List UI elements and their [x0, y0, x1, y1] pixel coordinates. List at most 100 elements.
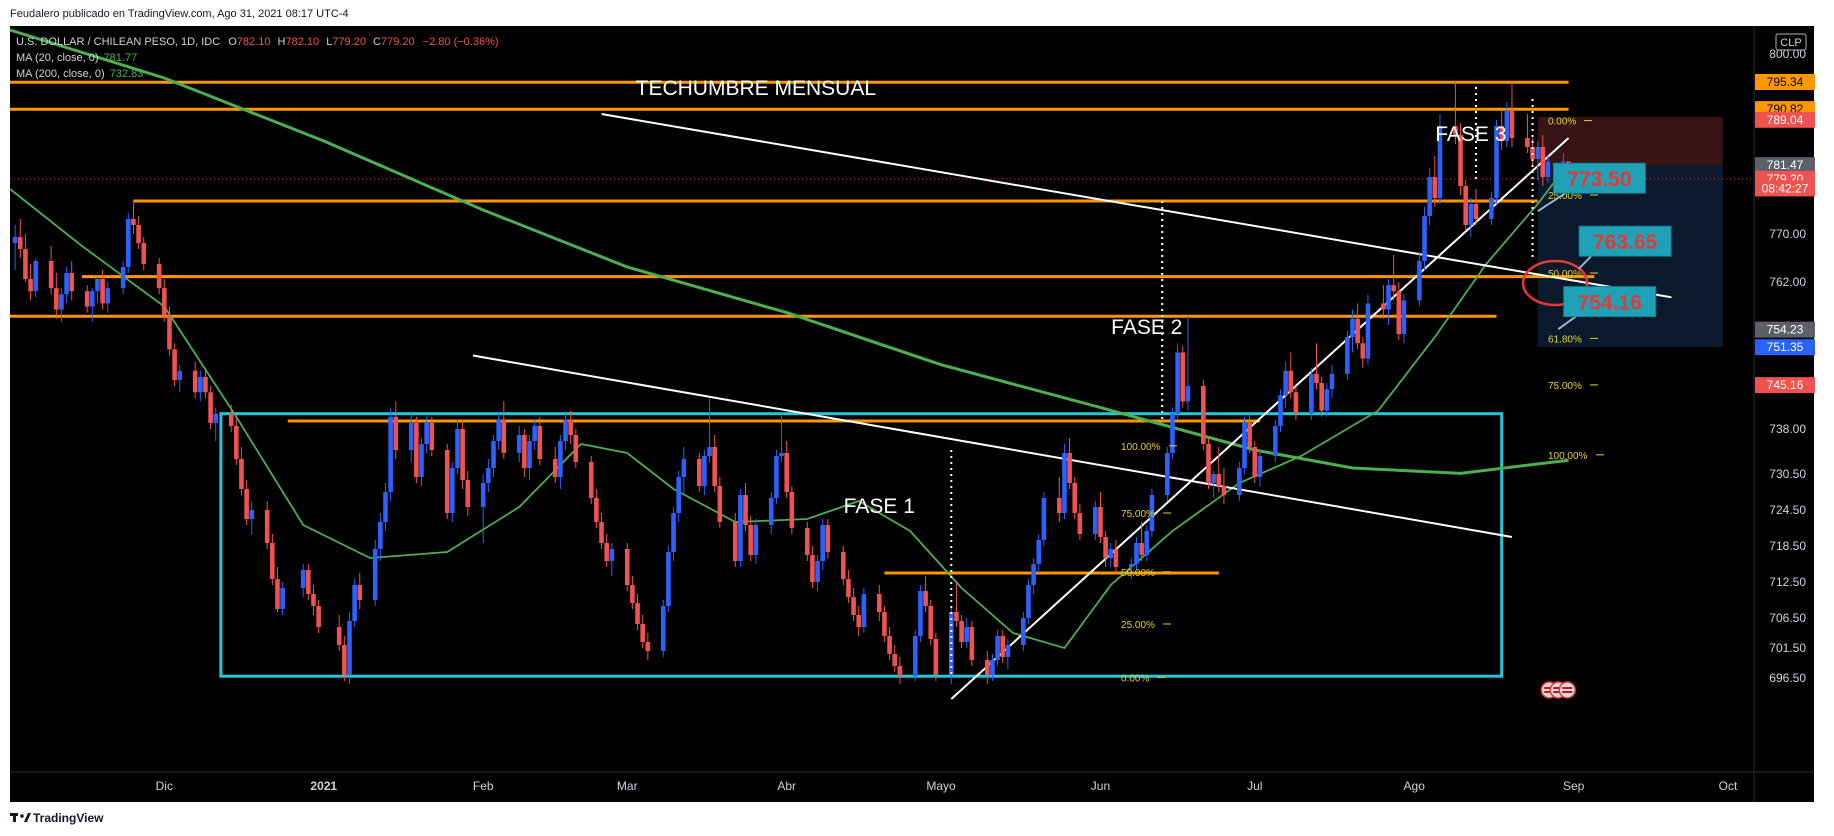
trendline[interactable]: [950, 137, 1570, 700]
candle-body: [1185, 386, 1191, 402]
candle-body: [516, 435, 522, 453]
candle-body: [1077, 513, 1083, 534]
fase1-range-box[interactable]: [219, 412, 1504, 678]
candle-body: [1309, 373, 1314, 414]
trendline[interactable]: [601, 113, 1672, 299]
tradingview-logo[interactable]: TradingView: [10, 811, 104, 825]
candle-body: [959, 621, 964, 642]
target-callout-value: 773.50: [1567, 168, 1631, 191]
candle: [460, 419, 465, 489]
trendline[interactable]: [472, 354, 1513, 538]
candle: [1350, 309, 1355, 353]
candle-body: [501, 419, 507, 453]
candle: [1458, 123, 1463, 196]
candle: [1314, 343, 1319, 390]
candle-body: [167, 315, 172, 350]
candle: [228, 404, 234, 432]
flag-stripe-icon: [1544, 687, 1555, 689]
price-axis-label: 745.16: [1755, 377, 1815, 394]
candle: [1216, 447, 1222, 492]
tradingview-brand: TradingView: [33, 811, 104, 825]
candle-body: [1237, 468, 1242, 495]
candle: [131, 201, 136, 234]
candle: [851, 588, 856, 621]
candle: [985, 651, 990, 684]
candle-body: [347, 621, 352, 675]
candle: [141, 237, 147, 270]
candle-body: [1257, 456, 1263, 477]
candle: [393, 401, 399, 459]
phase-annotation[interactable]: FASE 2: [1111, 316, 1182, 339]
candle-body: [156, 264, 162, 289]
candle-body: [732, 522, 738, 561]
candle-body: [1221, 486, 1227, 495]
candle-body: [1242, 422, 1247, 468]
candle: [846, 570, 851, 603]
candle: [1242, 416, 1247, 474]
candle-body: [702, 456, 707, 486]
target-callout[interactable]: 763.65: [1578, 225, 1672, 270]
price-axis-label-text: 754.23: [1767, 323, 1804, 337]
fib-level-label: 75.00%: [1121, 509, 1155, 520]
candle: [558, 435, 563, 489]
candle: [1288, 352, 1294, 399]
candle-body: [1360, 343, 1366, 359]
candle-body: [244, 489, 249, 519]
ma200-legend[interactable]: MA (200, close, 0) 732.83: [16, 68, 143, 80]
candle: [748, 516, 753, 561]
candle-body: [1293, 392, 1299, 414]
candle: [1473, 189, 1479, 226]
candle: [923, 576, 928, 612]
candle-body: [527, 441, 532, 468]
circle-marker[interactable]: [1521, 259, 1589, 307]
candle-body: [342, 645, 347, 675]
candle: [208, 386, 213, 429]
candle: [136, 216, 141, 249]
candle: [383, 483, 388, 531]
candle-body: [995, 636, 1000, 660]
candle: [671, 507, 676, 561]
candle-body: [563, 419, 568, 441]
time-axis-tick: 2021: [310, 779, 337, 793]
phase-annotation[interactable]: FASE 3: [1435, 123, 1506, 146]
phase-annotation[interactable]: FASE 1: [844, 495, 915, 518]
candle: [17, 219, 23, 258]
candle-body: [568, 419, 573, 435]
candle: [1149, 489, 1155, 537]
candle: [12, 225, 18, 270]
target-callout[interactable]: 773.50: [1537, 162, 1646, 213]
candle: [444, 444, 450, 519]
economic-events-icon[interactable]: [1540, 681, 1577, 699]
ma20-value: 781.77: [104, 52, 138, 64]
currency-badge[interactable]: [1775, 33, 1807, 51]
target-callout-value: 763.65: [1593, 231, 1658, 254]
candle-body: [444, 450, 450, 513]
price-axis-label-bg: [1755, 157, 1815, 174]
tradingview-logo-icon: [10, 813, 31, 822]
candle-body: [789, 492, 795, 528]
candle: [753, 519, 759, 564]
phase-annotation[interactable]: TECHUMBRE MENSUAL: [636, 77, 876, 100]
candle: [1175, 343, 1180, 420]
candle: [126, 213, 131, 273]
candle-body: [1437, 126, 1443, 199]
candle: [918, 585, 923, 642]
candle: [882, 606, 887, 642]
candle-body: [588, 462, 594, 498]
candle: [1453, 81, 1458, 145]
candle: [429, 416, 435, 456]
candle: [249, 501, 255, 534]
target-callout[interactable]: 754.16: [1557, 286, 1657, 330]
candle-body: [887, 636, 892, 654]
candle-body: [1093, 507, 1098, 534]
symbol-line: U.S. DOLLAR / CHILEAN PESO, 1D, IDC O782…: [16, 36, 499, 48]
candle: [1093, 501, 1098, 540]
candle-body: [815, 561, 820, 582]
candle: [1422, 207, 1427, 270]
candle-body: [954, 612, 959, 621]
ma20-legend[interactable]: MA (20, close, 0) 781.77: [16, 52, 137, 64]
candle: [465, 471, 471, 516]
position-stop-zone[interactable]: [1537, 117, 1723, 166]
candle-body: [455, 429, 460, 468]
